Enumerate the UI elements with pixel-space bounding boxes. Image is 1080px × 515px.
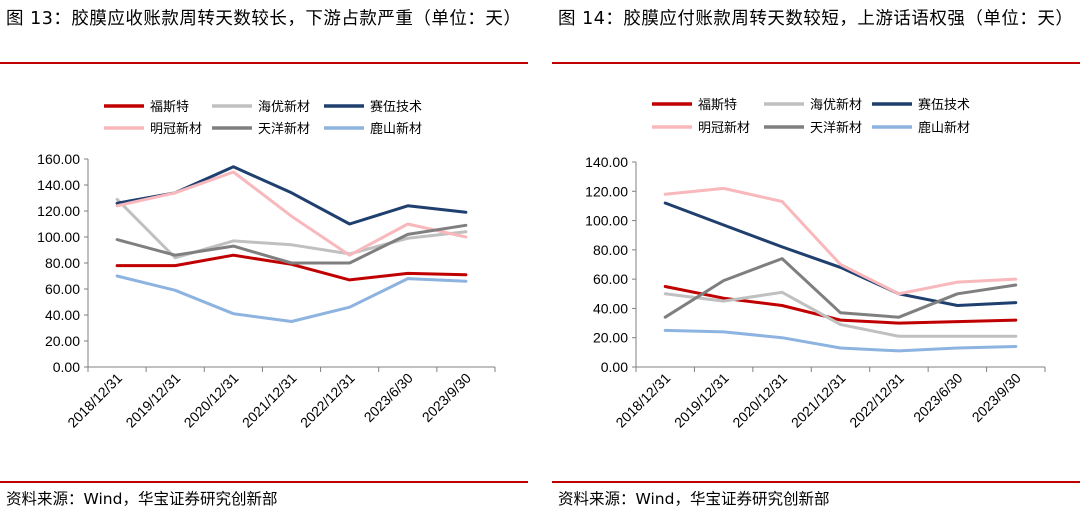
x-tick-label: 2021/12/31 [788,370,849,431]
series-line [663,257,1018,319]
y-tick-label: 60.00 [593,271,628,287]
y-tick-label: 0.00 [53,359,80,375]
legend-label: 天洋新材 [258,121,310,137]
x-tick-label: 2019/12/31 [671,370,732,431]
y-tick-label: 20.00 [593,330,628,346]
x-tick-label: 2018/12/31 [64,370,125,431]
title-rule [552,62,1080,64]
chart-source: 资料来源：Wind，华宝证券研究创新部 [558,490,830,508]
y-tick-label: 20.00 [45,333,80,349]
chart-panel-receivable: 图 13：胶膜应收账款周转天数较长，下游占款严重（单位：天） 0.00 20.00… [0,0,528,515]
x-tick-label: 2022/12/31 [846,370,907,431]
series-line [115,253,468,282]
legend-label: 明冠新材 [150,121,202,137]
x-tick-label: 2020/12/31 [729,370,790,431]
chart-panel-payable: 图 14：胶膜应付账款周转天数较短，上游话语权强（单位：天） 0.00 20.00… [552,0,1080,515]
x-tick-label: 2021/12/31 [239,370,300,431]
x-tick-label: 2019/12/31 [122,370,183,431]
y-tick-label: 120.00 [37,203,80,219]
legend-label: 明冠新材 [698,120,750,136]
title-rule [0,62,528,64]
series-line [115,197,468,260]
series-line [663,285,1018,325]
y-tick-label: 60.00 [45,281,80,297]
x-tick-label: 2018/12/31 [612,370,673,431]
legend-label: 福斯特 [698,98,737,113]
x-tick-label: 2023/6/30 [910,370,966,426]
y-tick-label: 120.00 [585,183,628,199]
series-line [663,186,1018,296]
y-tick-label: 140.00 [585,154,628,170]
legend-label: 海优新材 [258,99,310,115]
y-tick-label: 160.00 [37,151,80,167]
chart-title: 图 13：胶膜应收账款周转天数较长，下游占款严重（单位：天） [6,9,522,29]
x-tick-label: 2020/12/31 [181,370,242,431]
series-line [663,328,1018,353]
y-tick-label: 0.00 [601,359,628,375]
line-chart-receivable-days: 0.00 20.00 40.00 60.00 80.00 100.00 120.00 140.… [37,99,496,431]
y-tick-label: 80.00 [45,255,80,271]
legend-label: 海优新材 [810,97,862,113]
y-tick-label: 140.00 [37,177,80,193]
chart-source: 资料来源：Wind，华宝证券研究创新部 [6,490,278,508]
series-line [663,201,1018,307]
line-chart-payable-days: 0.00 20.00 40.00 60.00 80.00 100.00 120.00 140.… [585,97,1046,431]
x-tick-label: 2023/6/30 [361,370,417,426]
x-tick-label: 2022/12/31 [297,370,358,431]
legend-label: 鹿山新材 [370,121,422,137]
y-tick-label: 100.00 [37,229,80,245]
x-tick-label: 2023/9/30 [419,370,475,426]
legend-label: 赛伍技术 [918,97,970,113]
legend-label: 福斯特 [150,100,189,115]
series-line [115,223,468,265]
legend-label: 赛伍技术 [370,99,422,115]
legend-label: 鹿山新材 [918,120,970,136]
y-tick-label: 40.00 [45,307,80,323]
source-rule [0,481,528,483]
y-tick-label: 100.00 [585,213,628,229]
chart-title: 图 14：胶膜应付账款周转天数较短，上游话语权强（单位：天） [558,9,1074,29]
series-line [663,290,1018,338]
legend-label: 天洋新材 [810,120,862,136]
y-tick-label: 80.00 [593,242,628,258]
series-line [115,170,468,257]
series-line [115,274,468,323]
y-tick-label: 40.00 [593,300,628,316]
x-tick-label: 2023/9/30 [969,370,1025,426]
source-rule [552,481,1080,483]
